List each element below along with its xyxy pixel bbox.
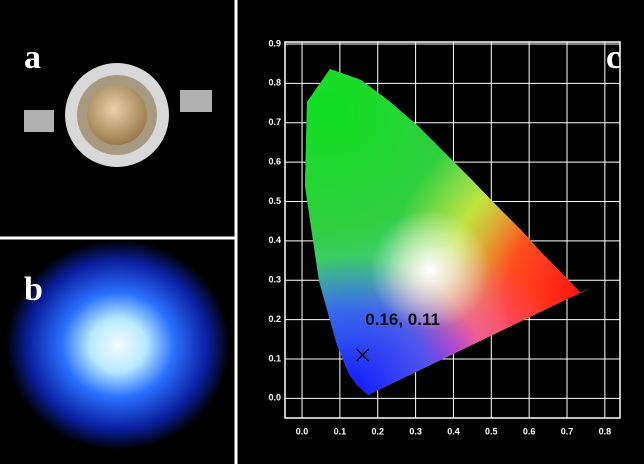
y-tick-label: 0.1 (268, 353, 281, 363)
point (356, 348, 370, 362)
y-tick-label: 0.5 (268, 196, 281, 206)
x-tick-label: 0.3 (409, 426, 422, 436)
x-tick-label: 0.5 (485, 426, 498, 436)
x-tick-label: 0.6 (523, 426, 536, 436)
x-tick-label: 0.4 (447, 426, 460, 436)
x-tick-label: 0.1 (334, 426, 347, 436)
annotation: 0.16, 0.11 (365, 310, 440, 329)
x-tick-label: 0.8 (599, 426, 612, 436)
plot-frame (284, 41, 621, 419)
y-tick-label: 0.4 (268, 235, 281, 245)
led-photo (24, 63, 212, 167)
y-tick-label: 0.6 (268, 156, 281, 166)
x-tick-label: 0.2 (371, 426, 384, 436)
panel-label: b (24, 271, 43, 308)
y-tick-label: 0.0 (268, 393, 281, 403)
led-glow (6, 240, 230, 450)
panel-label: c (606, 39, 621, 76)
y-tick-label: 0.3 (268, 275, 281, 285)
y-tick-label: 0.8 (268, 78, 281, 88)
y-tick-label: 0.2 (268, 314, 281, 324)
y-tick-label: 0.7 (268, 117, 281, 127)
x-tick-label: 0.7 (561, 426, 574, 436)
x-tick-label: 0.0 (296, 426, 309, 436)
y-tick-label: 0.9 (268, 38, 281, 48)
panel-label: a (24, 39, 41, 76)
